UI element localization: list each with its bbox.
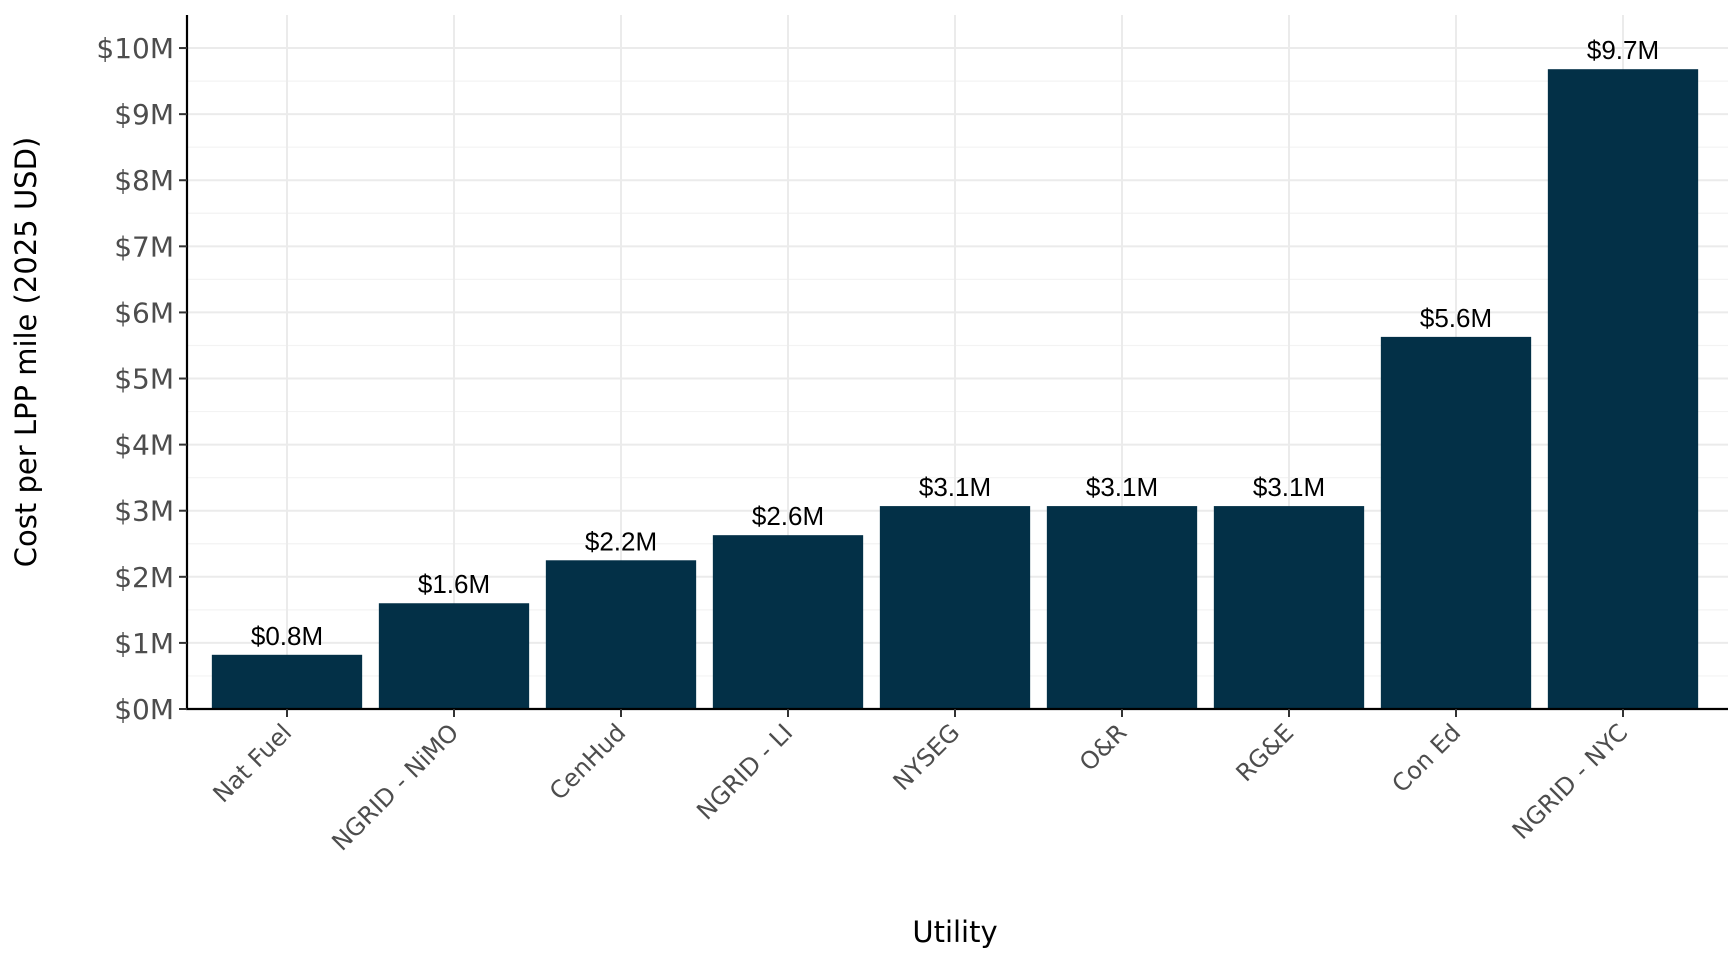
bar-value-label: $5.6M xyxy=(1420,303,1492,333)
y-tick-label: $1M xyxy=(114,627,174,660)
y-tick-label: $6M xyxy=(114,296,174,329)
y-axis-title: Cost per LPP mile (2025 USD) xyxy=(9,137,43,567)
x-axis-title: Utility xyxy=(912,915,997,949)
bar-value-label: $2.6M xyxy=(752,501,824,531)
y-tick-label: $4M xyxy=(114,429,174,462)
y-axis-ticks: $0M $1M $2M $3M $4M $5M $6M $7M $8M $9M $10M xyxy=(96,32,187,726)
bar-value-label: $0.8M xyxy=(251,621,323,651)
bar xyxy=(1380,336,1532,709)
bar-value-label: $9.7M xyxy=(1587,35,1659,65)
bar xyxy=(712,535,864,709)
bars xyxy=(211,69,1699,709)
bar-value-label: $3.1M xyxy=(1086,472,1158,502)
axes xyxy=(185,15,1728,711)
y-tick-label: $10M xyxy=(96,32,174,65)
bar xyxy=(1547,69,1699,709)
bar-value-label: $2.2M xyxy=(585,526,657,556)
bar xyxy=(1046,506,1198,709)
bar xyxy=(378,603,530,709)
y-tick-label: $7M xyxy=(114,230,174,263)
bar xyxy=(1213,506,1365,709)
bar xyxy=(211,654,363,709)
y-tick-label: $2M xyxy=(114,561,174,594)
bar-value-label: $3.1M xyxy=(919,472,991,502)
y-tick-label: $8M xyxy=(114,164,174,197)
bar-value-label: $3.1M xyxy=(1253,472,1325,502)
y-tick-label: $3M xyxy=(114,495,174,528)
bar-value-label: $1.6M xyxy=(418,569,490,599)
data-labels: $0.8M $1.6M $2.2M $2.6M $3.1M $3.1M $3.1M $5.6M… xyxy=(251,35,1659,651)
y-tick-label: $0M xyxy=(114,693,174,726)
bar xyxy=(545,560,697,709)
y-tick-label: $5M xyxy=(114,363,174,396)
y-tick-label: $9M xyxy=(114,98,174,131)
bar xyxy=(879,506,1031,709)
